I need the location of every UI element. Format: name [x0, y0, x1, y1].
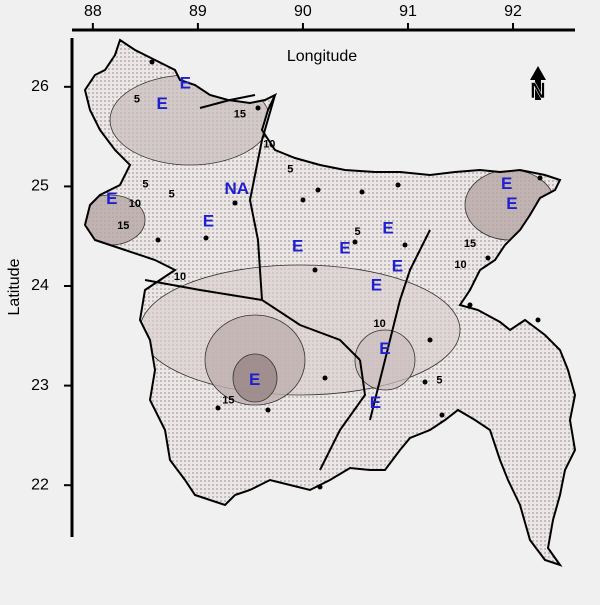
contour-label: 5: [287, 163, 293, 175]
site-marker: E: [392, 257, 403, 276]
contour-label: 10: [373, 318, 385, 330]
site-marker: E: [249, 370, 260, 389]
contour-label: 15: [117, 220, 129, 232]
x-tick-label: 91: [399, 3, 417, 20]
contour-label: 5: [355, 226, 361, 238]
x-axis-title: Longitude: [287, 48, 357, 65]
north-arrow: N: [530, 66, 546, 103]
site-marker: E: [506, 194, 517, 213]
x-tick-label: 89: [189, 3, 207, 20]
site-marker: E: [371, 275, 382, 294]
site-marker: E: [180, 73, 191, 92]
site-marker: E: [203, 212, 214, 231]
rivers: [144, 94, 431, 471]
stations: [149, 59, 543, 490]
contour-label: 5: [436, 375, 442, 387]
contour-label: 5: [134, 94, 140, 106]
site-marker: E: [339, 239, 350, 258]
x-tick-label: 90: [294, 3, 312, 20]
site-marker: E: [370, 393, 381, 412]
contour-label: 10: [129, 198, 141, 210]
site-marker: E: [292, 237, 303, 256]
site-marker: E: [157, 94, 168, 113]
x-tick-label: 92: [504, 3, 522, 20]
contour-label: 15: [464, 238, 476, 250]
contour-label: 10: [174, 271, 186, 283]
y-tick-label: 22: [31, 476, 49, 493]
site-marker: NA: [224, 179, 249, 198]
north-label: N: [530, 78, 546, 103]
contour-label: 5: [142, 178, 148, 190]
contour-label: 15: [222, 394, 234, 406]
site-marker: E: [382, 219, 393, 238]
y-tick-label: 24: [31, 277, 49, 294]
y-tick-label: 23: [31, 377, 49, 394]
y-tick-label: 26: [31, 78, 49, 95]
site-marker: E: [106, 189, 117, 208]
contour-label: 10: [263, 138, 275, 150]
land: [84, 39, 576, 566]
y-tick-label: 25: [31, 178, 49, 195]
x-tick-label: 88: [84, 3, 102, 20]
contour-label: 5: [169, 188, 175, 200]
contour-label: 15: [234, 109, 246, 121]
site-marker: E: [379, 339, 390, 358]
site-marker: E: [501, 174, 512, 193]
y-axis-title: Latitude: [6, 258, 23, 315]
contour-label: 10: [454, 259, 466, 271]
